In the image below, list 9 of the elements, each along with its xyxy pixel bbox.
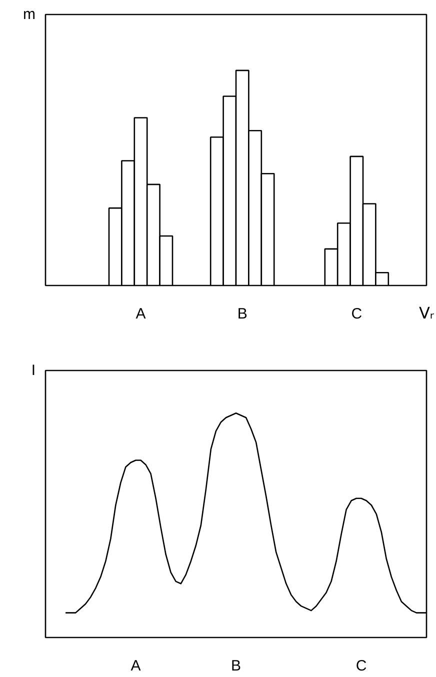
x-tick-label: B xyxy=(231,658,242,674)
y-axis-title: I xyxy=(31,362,36,379)
x-tick-label: C xyxy=(351,306,362,322)
x-tick-label: A xyxy=(136,306,146,322)
x-tick-label: A xyxy=(130,658,141,674)
x-tick-label: C xyxy=(356,658,367,674)
y-axis-title: m xyxy=(23,6,36,23)
x-tick-label: B xyxy=(237,306,248,322)
x-axis-title: Vᵣ xyxy=(418,304,435,322)
